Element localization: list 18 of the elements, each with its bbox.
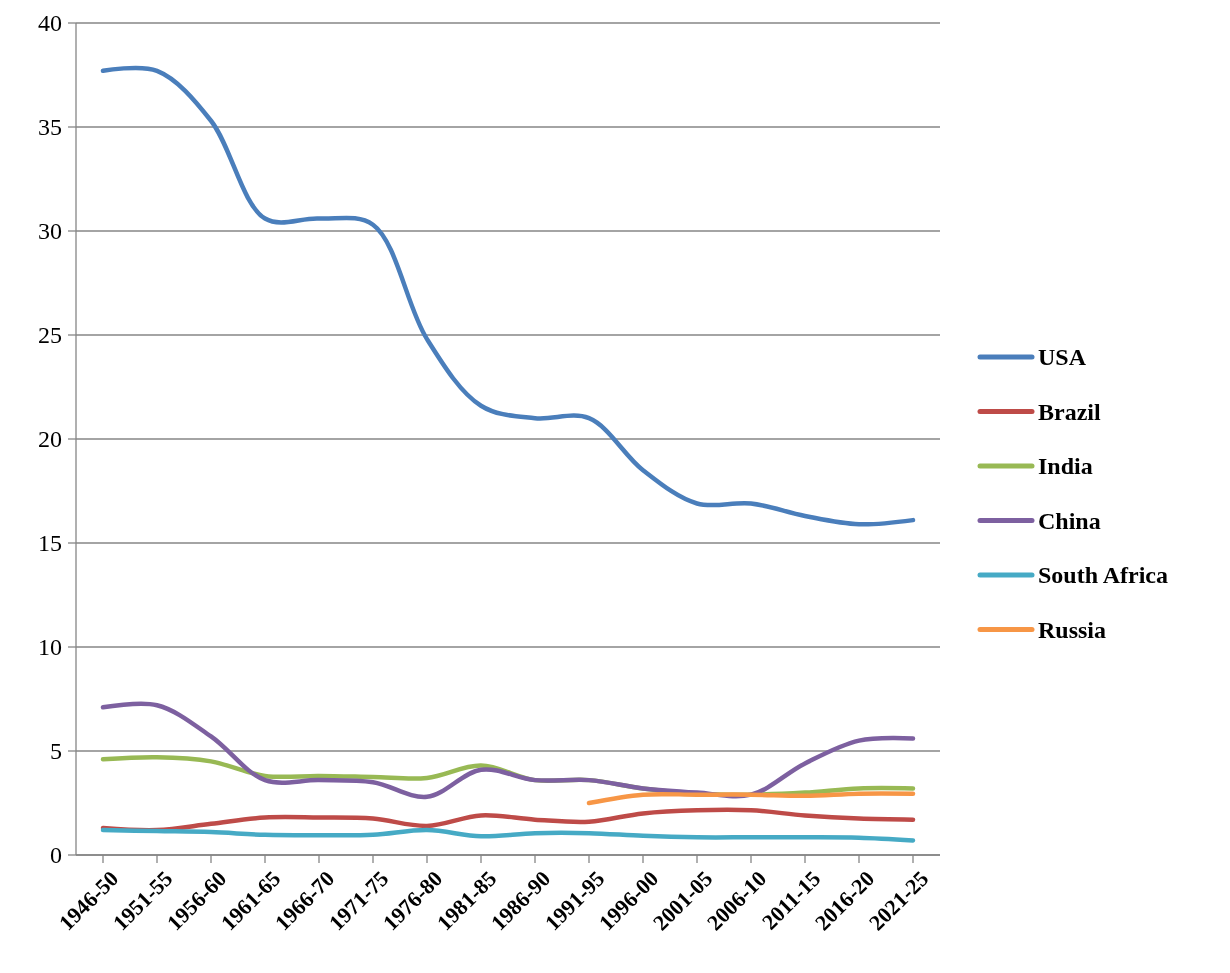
y-tick-label: 10	[38, 634, 62, 661]
y-tick-label: 30	[38, 218, 62, 245]
line-series	[586, 791, 916, 806]
y-tick-label: 0	[50, 842, 62, 869]
y-tick-label: 40	[38, 10, 62, 37]
line-series	[100, 701, 916, 800]
legend-label: China	[1038, 507, 1101, 534]
y-tick-label: 20	[38, 426, 62, 453]
line-series	[100, 827, 916, 843]
y-tick-label: 5	[50, 738, 62, 765]
y-tick-label: 25	[38, 322, 62, 349]
legend-label: Russia	[1038, 616, 1107, 643]
y-tick-label: 35	[38, 114, 62, 141]
legend-label: India	[1038, 453, 1093, 480]
legend-label: South Africa	[1038, 562, 1169, 589]
y-tick-label: 15	[38, 530, 62, 557]
legend-label: USA	[1038, 344, 1087, 371]
legend-label: Brazil	[1038, 398, 1101, 425]
